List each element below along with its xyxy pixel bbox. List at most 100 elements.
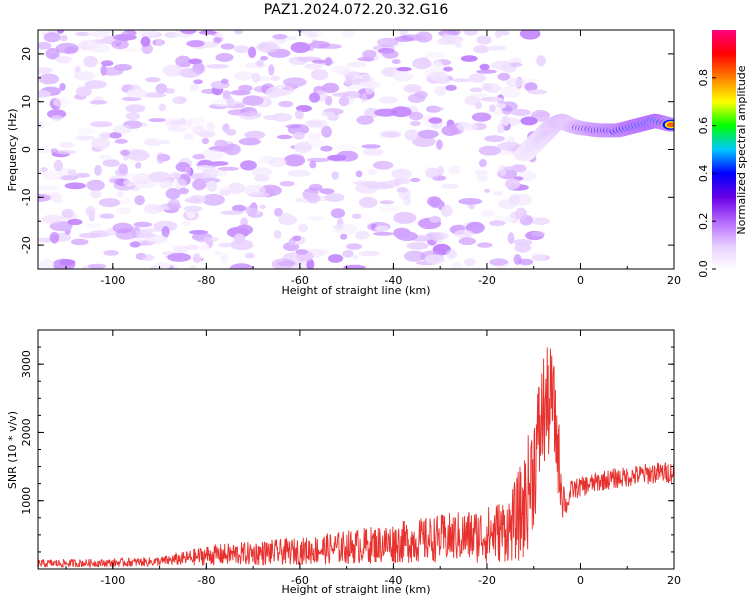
noise-blob — [471, 112, 492, 122]
noise-blob — [496, 124, 505, 134]
noise-blob — [478, 159, 487, 168]
noise-blob — [50, 148, 59, 155]
noise-blob — [155, 38, 164, 47]
noise-blob — [508, 57, 522, 64]
noise-blob — [38, 67, 53, 74]
noise-blob — [87, 44, 111, 53]
noise-blob — [361, 144, 381, 149]
chart-title: PAZ1.2024.072.20.32.G16 — [264, 2, 449, 18]
noise-blob — [148, 171, 171, 183]
noise-blob — [154, 262, 171, 269]
noise-blob — [494, 30, 502, 39]
noise-blob — [164, 88, 176, 94]
noise-blob — [155, 83, 168, 94]
noise-blob — [245, 205, 258, 216]
noise-blob — [141, 254, 155, 261]
noise-blob — [220, 210, 244, 215]
noise-blob — [339, 70, 360, 76]
snr-y-axis-label: SNR (10 * v/v) — [6, 411, 19, 489]
noise-blob — [497, 141, 521, 151]
noise-blob — [70, 238, 89, 246]
noise-blob — [372, 160, 394, 170]
noise-blob — [229, 263, 254, 269]
noise-blob — [38, 41, 52, 50]
noise-blob — [74, 31, 90, 37]
noise-blob — [102, 159, 120, 168]
noise-blob — [213, 36, 222, 44]
noise-blob — [285, 124, 302, 129]
signal-ridge-mark — [666, 122, 674, 128]
snr-marks — [38, 347, 674, 568]
noise-blob — [410, 120, 421, 127]
noise-blob — [192, 253, 201, 264]
noise-blob — [133, 173, 152, 185]
noise-blob — [126, 149, 150, 161]
noise-blob — [53, 159, 64, 172]
noise-blob — [355, 170, 363, 178]
noise-blob — [412, 57, 432, 70]
noise-blob — [305, 216, 326, 221]
noise-blob — [454, 229, 474, 239]
noise-blob — [73, 71, 96, 81]
noise-blob — [122, 48, 141, 53]
noise-blob — [287, 169, 311, 177]
noise-blob — [484, 188, 491, 193]
noise-blob — [525, 78, 538, 83]
snr-x-ticks: -100 -80 -60 -40 -20 0 20 — [65, 330, 681, 587]
noise-blob — [286, 36, 297, 41]
noise-blob — [403, 84, 422, 93]
heatmap-marks — [38, 30, 674, 269]
colorbar-tick-label: 0.6 — [697, 117, 710, 135]
noise-blob — [330, 208, 345, 219]
noise-blob — [150, 206, 170, 211]
snr-series-line — [38, 347, 674, 568]
noise-blob — [514, 242, 531, 253]
snr-x-tick-label: -40 — [384, 574, 402, 587]
noise-blob — [182, 220, 191, 226]
noise-blob — [519, 30, 541, 40]
noise-blob — [129, 241, 141, 248]
noise-blob — [312, 59, 326, 64]
noise-blob — [192, 153, 205, 160]
heatmap-x-tick-label: -80 — [197, 274, 215, 287]
noise-blob — [500, 85, 521, 98]
noise-blob — [434, 86, 447, 96]
noise-blob — [101, 60, 114, 67]
noise-blob — [233, 71, 255, 81]
noise-blob — [225, 129, 237, 136]
noise-blob — [346, 243, 362, 250]
noise-blob — [306, 192, 320, 204]
noise-blob — [162, 64, 184, 77]
noise-blob — [476, 69, 497, 74]
noise-blob — [172, 96, 188, 105]
noise-blob — [125, 112, 141, 120]
noise-blob — [40, 167, 48, 172]
noise-blob — [515, 207, 527, 220]
noise-blob — [51, 115, 63, 121]
noise-blob — [256, 41, 279, 53]
noise-blob — [451, 262, 463, 269]
noise-blob — [510, 108, 531, 117]
noise-blob — [59, 83, 66, 91]
noise-blob — [227, 98, 236, 108]
noise-blob — [324, 57, 333, 66]
noise-blob — [294, 141, 313, 154]
noise-blob — [43, 32, 61, 43]
noise-blob — [441, 183, 459, 189]
noise-blob — [219, 189, 231, 196]
noise-blob — [278, 214, 297, 226]
noise-blob — [410, 177, 421, 183]
noise-blob — [271, 75, 280, 82]
snr-y-tick-label: 2000 — [20, 418, 33, 446]
noise-blob — [347, 61, 367, 68]
noise-blob — [465, 221, 485, 234]
noise-blob — [238, 84, 253, 92]
colorbar-bar — [712, 30, 736, 269]
noise-blob — [167, 126, 188, 132]
colorbar-tick-label: 0.0 — [697, 260, 710, 278]
noise-blob — [100, 67, 124, 76]
snr-x-tick-label: -100 — [100, 574, 125, 587]
noise-blob — [358, 197, 378, 208]
